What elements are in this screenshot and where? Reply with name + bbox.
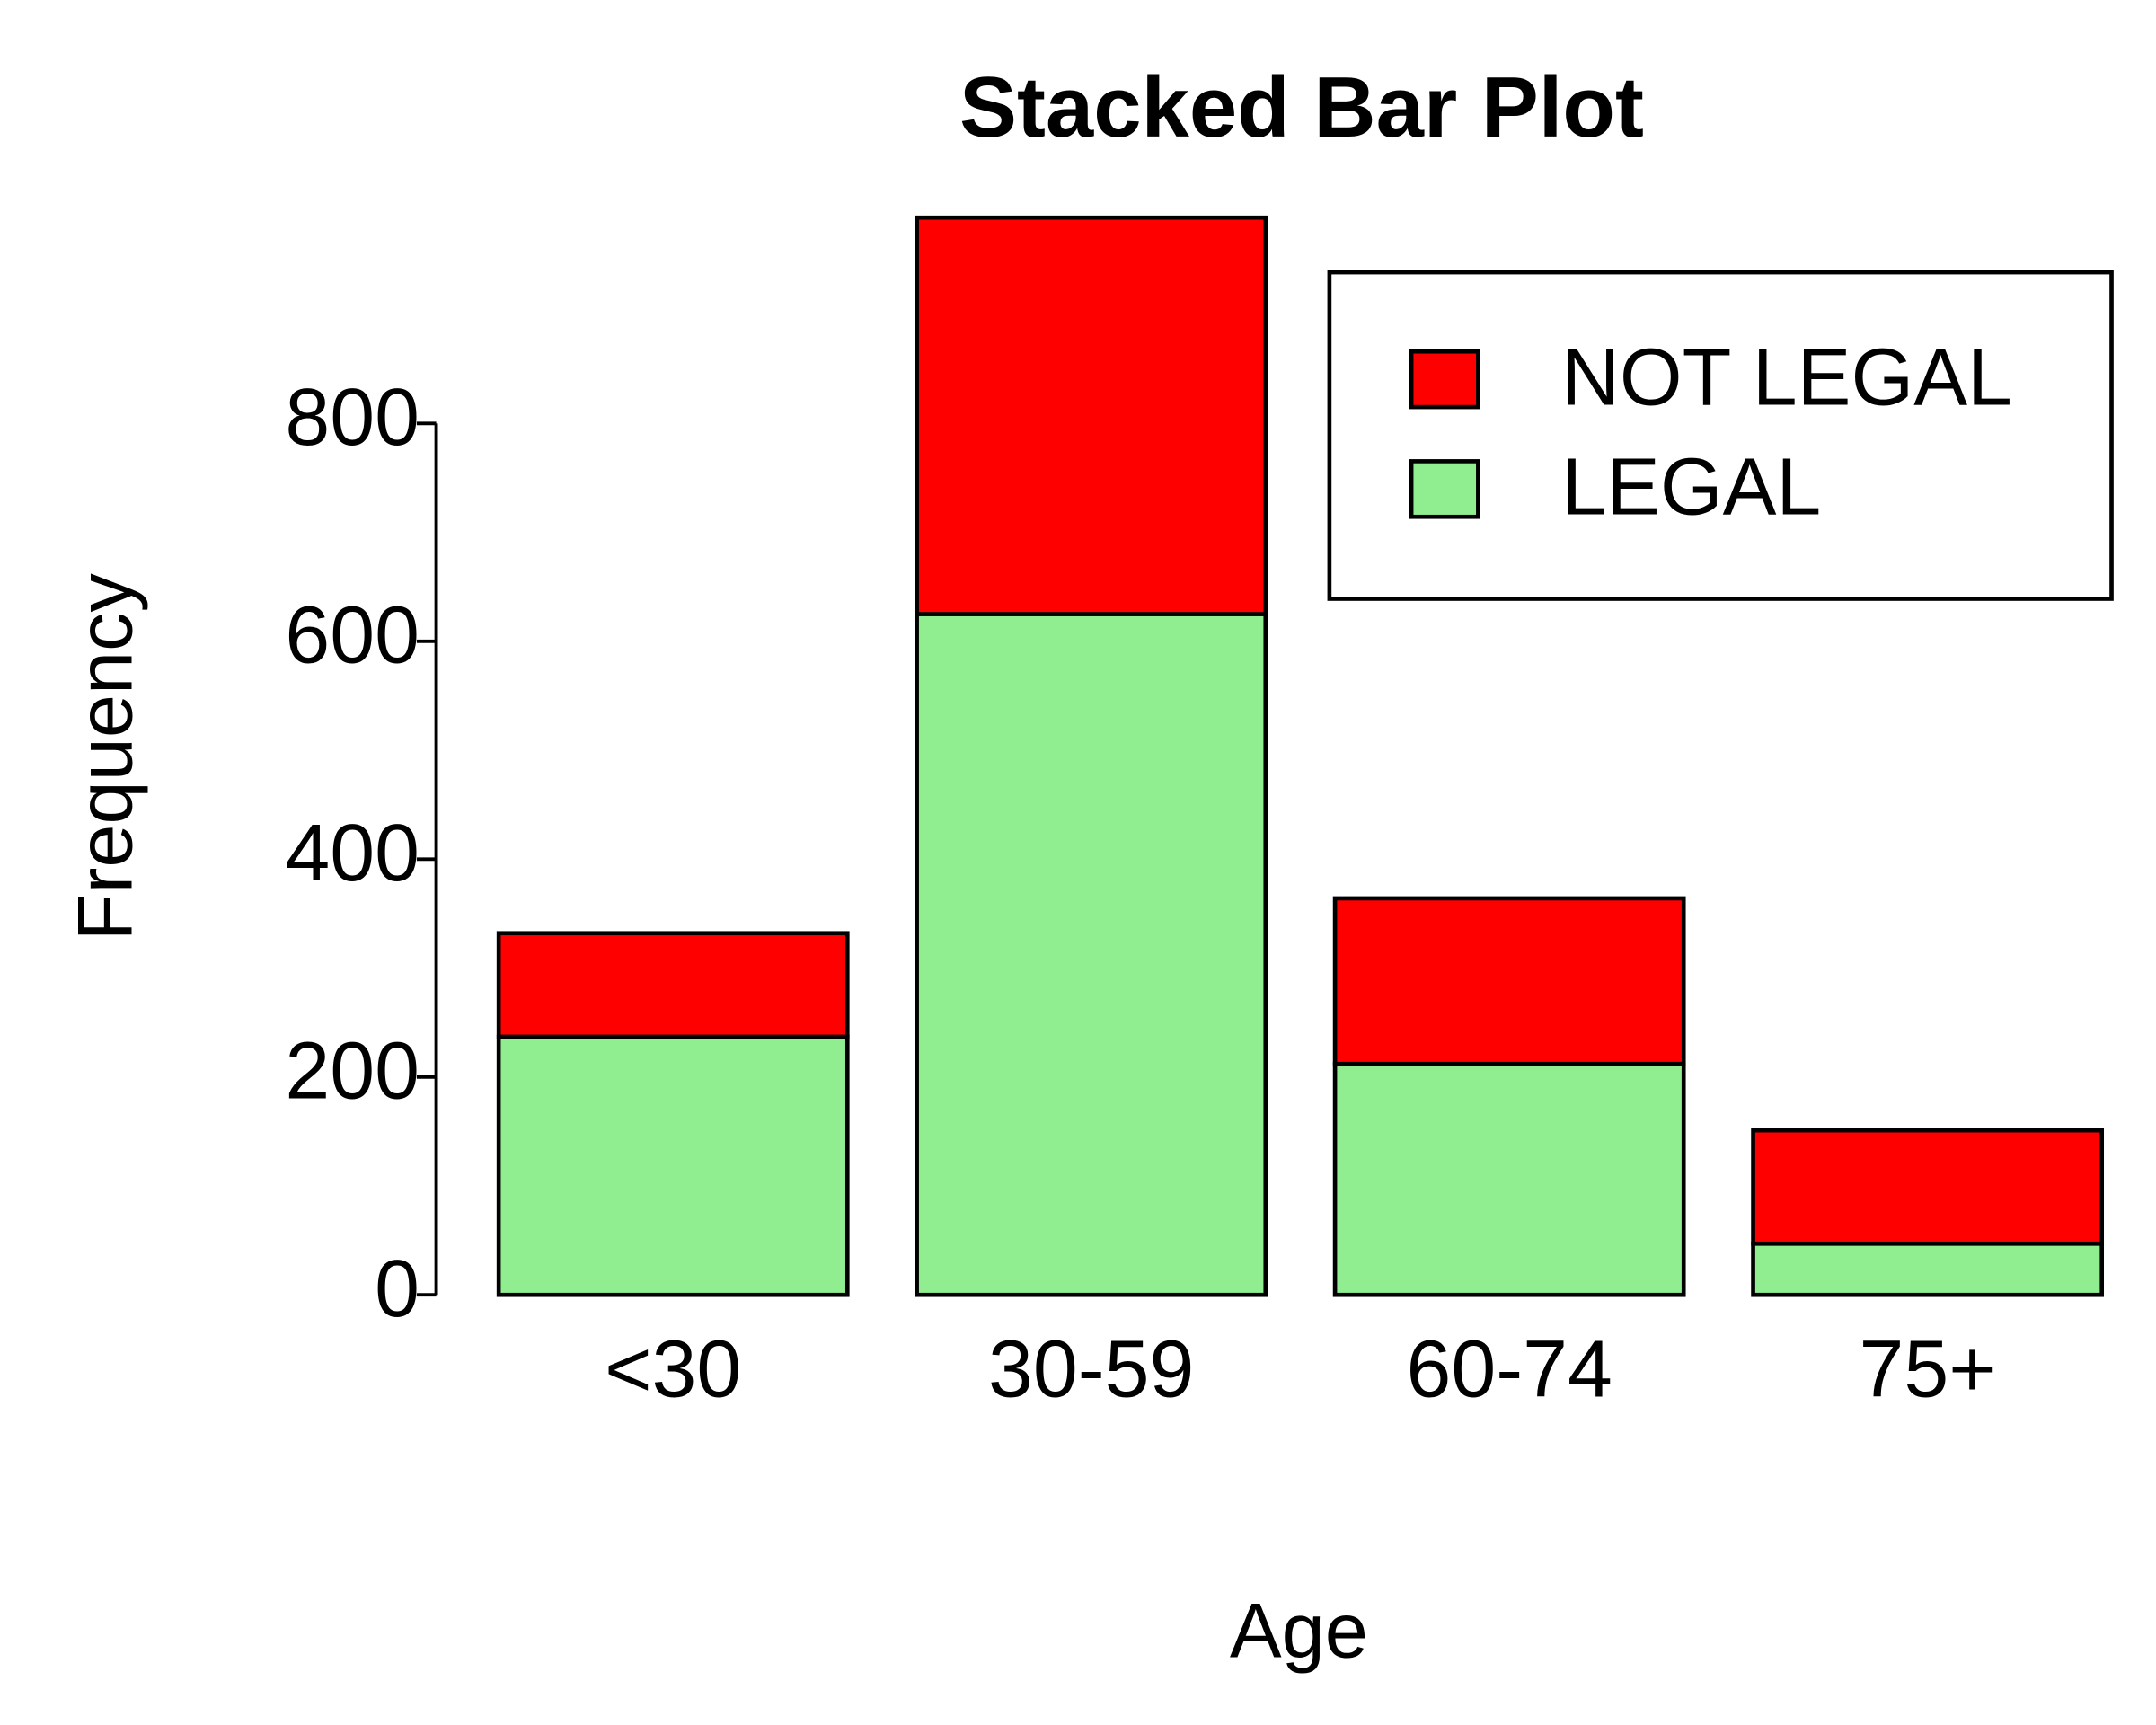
y-tick-label: 400: [285, 809, 420, 898]
x-tick-label: 75+: [1860, 1325, 1996, 1415]
x-tick-label: <30: [605, 1325, 741, 1415]
bar-segment: [915, 612, 1268, 1297]
bar-segment: [1332, 1061, 1686, 1297]
legend-swatch: [1409, 349, 1480, 410]
bar-segment: [1751, 1241, 2105, 1297]
legend-box: [1327, 270, 2114, 601]
bar-segment: [496, 1034, 850, 1297]
bar-segment: [496, 931, 850, 1039]
y-tick-label: 0: [375, 1244, 420, 1334]
bar-segment: [1751, 1128, 2105, 1246]
bar-segment: [915, 215, 1268, 616]
chart-title: Stacked Bar Plot: [959, 59, 1644, 155]
y-tick-label: 800: [285, 373, 420, 463]
bar-segment: [1332, 896, 1686, 1066]
x-tick-label: 30-59: [988, 1325, 1194, 1415]
legend-label: NOT LEGAL: [1561, 332, 2012, 422]
y-tick-label: 200: [285, 1026, 420, 1116]
y-tick-label: 600: [285, 591, 420, 681]
legend-swatch: [1409, 459, 1480, 519]
x-tick-label: 60-74: [1406, 1325, 1612, 1415]
y-axis-label: Frequency: [63, 573, 149, 942]
x-axis-label: Age: [1230, 1588, 1368, 1675]
legend-label: LEGAL: [1561, 443, 1821, 533]
